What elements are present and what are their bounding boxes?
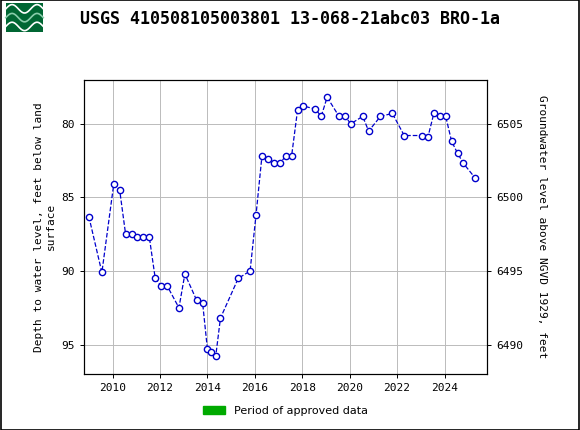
Legend: Period of approved data: Period of approved data [198,401,372,420]
Y-axis label: Groundwater level above NGVD 1929, feet: Groundwater level above NGVD 1929, feet [537,95,547,359]
Text: USGS 410508105003801 13-068-21abc03 BRO-1a: USGS 410508105003801 13-068-21abc03 BRO-… [80,10,500,28]
Text: USGS: USGS [47,10,94,25]
FancyBboxPatch shape [6,3,44,32]
FancyBboxPatch shape [6,3,104,32]
Y-axis label: Depth to water level, feet below land
surface: Depth to water level, feet below land su… [34,102,56,352]
